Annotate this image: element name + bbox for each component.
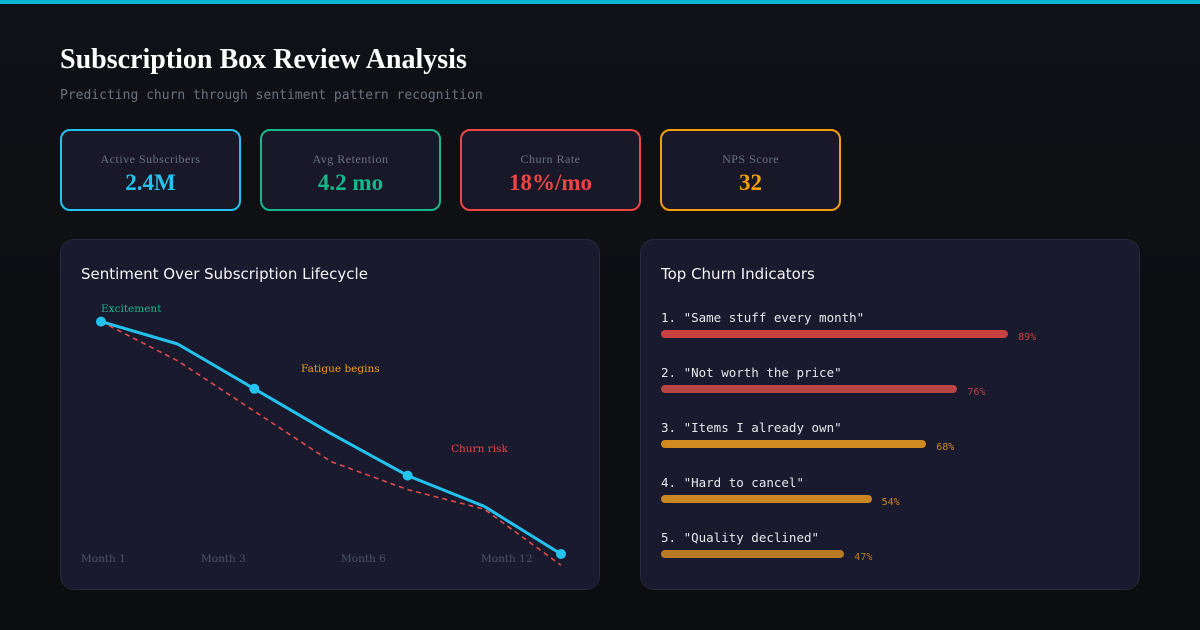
churn-indicators-title: Top Churn Indicators <box>661 265 815 283</box>
sentiment-point <box>402 470 413 481</box>
indicator-bar-5 <box>661 550 845 558</box>
indicator-value-4: 54% <box>881 497 900 508</box>
kpi-value: 2.4M <box>125 170 176 195</box>
sentiment-point <box>556 549 566 559</box>
chart-annotation: Excitement <box>101 303 162 315</box>
indicator-label-4: 4. "Hard to cancel" <box>661 475 804 490</box>
indicator-bar-1 <box>661 330 1009 338</box>
sentiment-line <box>100 320 562 556</box>
kpi-card-churn-rate: Churn Rate 18%/mo <box>460 129 641 211</box>
kpi-value: 4.2 mo <box>317 170 384 195</box>
kpi-card-nps-score: NPS Score 32 <box>660 129 841 211</box>
indicator-label-2: 2. "Not worth the price" <box>661 365 842 380</box>
sentiment-point <box>249 383 260 394</box>
indicator-value-1: 89% <box>1018 332 1037 343</box>
indicator-label-3: 3. "Items I already own" <box>661 420 842 435</box>
indicator-value-2: 76% <box>967 387 986 398</box>
kpi-value: 18%/mo <box>508 170 593 195</box>
sentiment-chart-title: Sentiment Over Subscription Lifecycle <box>81 265 368 283</box>
x-tick-label: Month 12 <box>481 553 533 565</box>
x-tick-label: Month 3 <box>201 553 246 565</box>
kpi-label: Churn Rate <box>520 152 581 166</box>
indicator-value-3: 68% <box>936 442 955 453</box>
x-tick-label: Month 6 <box>341 553 386 565</box>
kpi-value: 32 <box>739 170 762 195</box>
chart-annotation: Fatigue begins <box>301 363 380 375</box>
page-subtitle: Predicting churn through sentiment patte… <box>60 88 483 103</box>
chart-annotation: Churn risk <box>451 443 508 455</box>
page-title: Subscription Box Review Analysis <box>60 44 467 75</box>
indicator-bar-4 <box>661 495 872 503</box>
indicator-label-1: 1. "Same stuff every month" <box>661 310 865 325</box>
sentiment-point <box>96 316 106 327</box>
indicator-value-5: 47% <box>854 552 873 563</box>
sentiment-chart-panel: Sentiment Over Subscription Lifecycle Ex… <box>60 239 600 590</box>
churn-indicators-panel: Top Churn Indicators 1. "Same stuff ever… <box>640 239 1140 590</box>
indicator-label-5: 5. "Quality declined" <box>661 530 820 545</box>
sentiment-chart: Excitement Fatigue begins Churn risk Month … <box>81 303 566 566</box>
top-accent-bar <box>0 0 1200 4</box>
kpi-label: NPS Score <box>722 152 779 166</box>
x-tick-label: Month 1 <box>81 553 126 565</box>
kpi-card-avg-retention: Avg Retention 4.2 mo <box>260 129 441 211</box>
kpi-label: Avg Retention <box>312 152 389 166</box>
kpi-label: Active Subscribers <box>100 152 201 166</box>
indicator-bar-2 <box>661 385 958 393</box>
kpi-card-active-subscribers: Active Subscribers 2.4M <box>60 129 241 211</box>
indicator-bar-3 <box>661 440 927 448</box>
